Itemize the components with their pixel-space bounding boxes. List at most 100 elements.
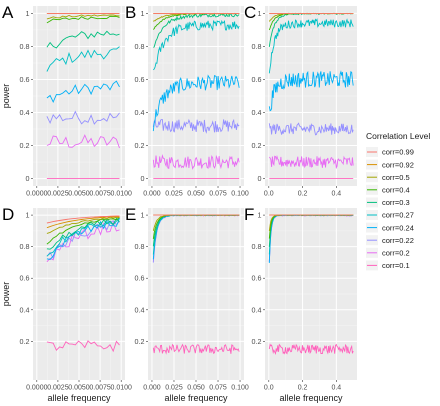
- legend-label: corr=0.3: [382, 198, 410, 207]
- x-tick-label: 0.0000: [26, 191, 48, 198]
- series-line-corr=0.92: [46, 216, 120, 229]
- x-tick-label: 0.0: [264, 191, 274, 198]
- y-tick-label: 0.4: [20, 305, 30, 314]
- y-tick-label: 0: [141, 174, 145, 183]
- y-tick-label: 1: [26, 9, 30, 18]
- legend-label: corr=0.2: [382, 249, 410, 258]
- x-tick-label: 0.000: [143, 385, 161, 392]
- y-tick-label: 0.8: [20, 42, 30, 51]
- y-axis-title: power: [1, 282, 11, 307]
- series-line-corr=0.4: [46, 216, 120, 245]
- x-tick-label: 0.4: [331, 385, 341, 392]
- y-tick-label: 1: [258, 211, 262, 220]
- x-tick-label: 0.050: [187, 191, 205, 198]
- x-tick-label: 0.0025: [47, 385, 69, 392]
- panel-C: 0 0.2 0.4 0.6 0.8 1 0.0 0.2 0.4 C: [244, 3, 357, 198]
- y-tick-label: 0.4: [252, 108, 262, 117]
- legend-label: corr=0.27: [382, 211, 414, 220]
- panel-D: 0.2 0.4 0.6 0.8 1 0.0000 0.0025 0.0050 0.0075 0.0…: [1, 205, 132, 403]
- x-tick-label: 0.050: [187, 385, 205, 392]
- x-tick-label: 0.0100: [110, 385, 132, 392]
- y-tick-label: 0.6: [20, 274, 30, 283]
- x-tick-label: 0.0: [264, 385, 274, 392]
- y-tick-label: 1: [141, 9, 145, 18]
- y-tick-label: 0.4: [252, 305, 262, 314]
- x-tick-label: 0.2: [298, 385, 308, 392]
- x-axis-title: allele frequency: [279, 393, 343, 403]
- x-tick-label: 0.100: [231, 385, 249, 392]
- x-tick-label: 0.000: [143, 191, 161, 198]
- series-line-corr=0.24: [268, 70, 354, 112]
- legend-label: corr=0.24: [382, 223, 414, 232]
- panel-B: 0 0.2 0.4 0.6 0.8 1 0.000 0.025 0.050 0.075 0.100 B: [125, 3, 249, 198]
- series-line-corr=0.2: [46, 221, 120, 263]
- x-tick-label: 0.0075: [89, 385, 111, 392]
- x-tick-label: 0.0075: [89, 191, 111, 198]
- y-tick-label: 0.8: [135, 242, 145, 251]
- x-tick-label: 0.100: [231, 191, 249, 198]
- x-tick-label: 0.025: [165, 385, 183, 392]
- legend-label: corr=0.99: [382, 148, 414, 157]
- y-tick-label: 0: [258, 174, 262, 183]
- y-tick-label: 1: [258, 9, 262, 18]
- y-tick-label: 0.6: [135, 274, 145, 283]
- panel-A: 0 0.2 0.4 0.6 0.8 1 0.0000 0.0025 0.0050 0.0075 0.…: [1, 3, 132, 198]
- y-tick-label: 0.4: [135, 108, 145, 117]
- series-line-corr=0.27: [46, 46, 120, 72]
- legend-title: Correlation Level: [366, 131, 430, 141]
- legend-label: corr=0.1: [382, 261, 410, 270]
- series-line-corr=0.22: [46, 110, 120, 125]
- y-tick-label: 0.6: [20, 75, 30, 84]
- y-tick-label: 1: [26, 211, 30, 220]
- y-tick-label: 0.2: [252, 337, 262, 346]
- series-line-corr=0.22: [152, 118, 240, 134]
- y-tick-label: 0.4: [20, 108, 30, 117]
- series-line-corr=0.24: [46, 80, 120, 103]
- panel-letter: D: [2, 205, 14, 224]
- series-line-corr=0.3: [153, 12, 240, 48]
- series-line-corr=0.1: [268, 343, 354, 356]
- y-tick-label: 0.2: [252, 141, 262, 150]
- series-line-corr=0.2: [268, 155, 354, 170]
- series-line-corr=0.99: [46, 215, 120, 224]
- panel-letter: F: [244, 205, 254, 224]
- legend-label: corr=0.22: [382, 236, 414, 245]
- y-tick-label: 0.8: [252, 42, 262, 51]
- x-tick-label: 0.0025: [47, 191, 69, 198]
- legend-label: corr=0.5: [382, 173, 410, 182]
- series-line-corr=0.5: [46, 216, 120, 234]
- series-line-corr=0.22: [268, 122, 354, 136]
- x-axis-title: allele frequency: [164, 393, 228, 403]
- x-tick-label: 0.025: [165, 191, 183, 198]
- series-line-corr=0.1: [152, 343, 240, 355]
- y-tick-label: 0.2: [135, 141, 145, 150]
- x-tick-label: 0.0000: [26, 385, 48, 392]
- legend-label: corr=0.4: [382, 186, 410, 195]
- series-line-corr=0.3: [46, 30, 120, 49]
- y-tick-label: 0.2: [135, 337, 145, 346]
- x-tick-label: 0.0050: [68, 385, 90, 392]
- x-tick-label: 0.0050: [68, 191, 90, 198]
- series-line-corr=0.2: [46, 134, 120, 149]
- y-axis-title: power: [1, 84, 11, 109]
- panel-letter: E: [125, 205, 136, 224]
- y-tick-label: 0.8: [252, 242, 262, 251]
- legend-label: corr=0.92: [382, 160, 414, 169]
- y-tick-label: 0.8: [135, 42, 145, 51]
- panel-letter: B: [125, 3, 136, 22]
- series-line-corr=0.1: [46, 340, 120, 353]
- x-tick-label: 0.075: [209, 191, 227, 198]
- series-line-corr=0.24: [152, 74, 240, 132]
- y-tick-label: 0.6: [252, 75, 262, 84]
- x-tick-label: 0.075: [209, 385, 227, 392]
- series-line-corr=0.4: [46, 15, 120, 24]
- series-line-corr=0.27: [268, 18, 354, 74]
- y-tick-label: 0.2: [20, 337, 30, 346]
- panel-letter: A: [2, 3, 14, 22]
- series-line-corr=0.2: [152, 153, 240, 170]
- x-tick-label: 0.2: [298, 191, 308, 198]
- x-tick-label: 0.0100: [110, 191, 132, 198]
- y-tick-label: 0.2: [20, 141, 30, 150]
